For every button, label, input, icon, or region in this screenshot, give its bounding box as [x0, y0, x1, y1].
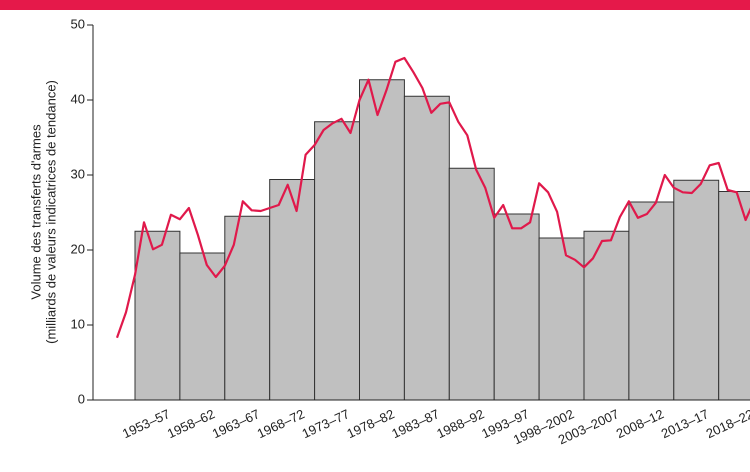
y-tick-label: 10 — [71, 316, 85, 331]
trend-line — [115, 56, 750, 339]
x-tick-label: 2013–17 — [659, 406, 711, 441]
x-tick-label: 2008–12 — [614, 406, 666, 441]
y-tick-label: 20 — [71, 241, 85, 256]
bar — [179, 252, 226, 401]
bar — [493, 213, 540, 401]
x-tick-label: 1963–67 — [210, 406, 262, 441]
bar — [583, 230, 630, 401]
x-tick-label: 1983–87 — [389, 406, 441, 441]
x-tick-label: 1988–92 — [434, 406, 486, 441]
bar — [359, 79, 405, 401]
bar — [628, 201, 675, 401]
x-tick-label: 1968–72 — [255, 406, 307, 441]
bar — [134, 230, 181, 401]
x-tick-label: 1978–82 — [344, 406, 396, 441]
y-tick-label: 40 — [71, 91, 85, 106]
y-axis-label: (milliards de valeurs indicatrices de te… — [43, 80, 58, 344]
y-tick-label: 0 — [78, 391, 85, 406]
bar — [403, 95, 450, 401]
bar — [314, 121, 361, 401]
bar — [718, 191, 750, 401]
x-tick-label: 1958–62 — [165, 406, 217, 441]
bar — [269, 179, 316, 401]
x-tick-label: 1973–77 — [300, 406, 352, 441]
x-tick-label: 1953–57 — [120, 406, 172, 441]
bar — [448, 167, 495, 401]
x-tick-label: 2018–22 — [704, 406, 750, 441]
y-axis-label: Volume des transferts d'armes — [28, 124, 43, 300]
bar — [224, 215, 271, 401]
y-tick-label: 50 — [71, 16, 85, 31]
y-tick-label: 30 — [71, 166, 85, 181]
top-band — [0, 0, 750, 10]
bar — [673, 179, 720, 401]
